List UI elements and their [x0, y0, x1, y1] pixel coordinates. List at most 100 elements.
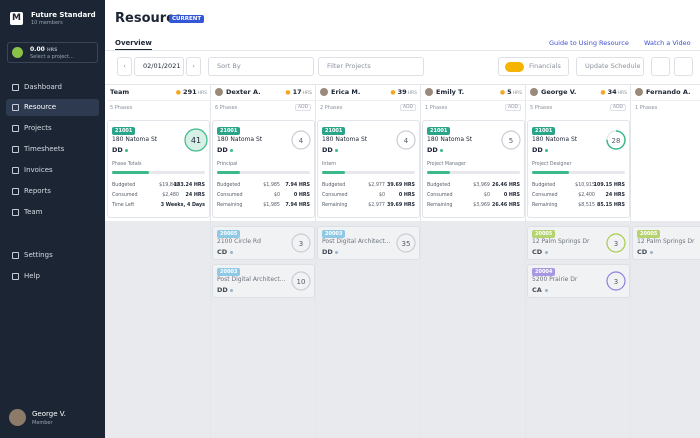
date-field[interactable]: 02/01/2021: [134, 57, 184, 76]
phase-card[interactable]: 21001 180 Natoma St DD 4 Principal Budgeted $1…: [212, 120, 315, 218]
other-card[interactable]: 20003 Post Digital Architect... DD 35: [317, 226, 420, 260]
ring-track: [606, 271, 626, 291]
nav-icon: [12, 104, 19, 111]
prev-button[interactable]: ‹: [117, 57, 132, 76]
progress-fill: [112, 171, 150, 174]
other-card[interactable]: 20005 2100 Circle Rd CD 3: [212, 226, 315, 260]
guide-link[interactable]: Guide to Using Resource: [549, 39, 629, 47]
financials-toggle[interactable]: Financials: [498, 57, 569, 76]
add-button[interactable]: ADD: [400, 104, 417, 111]
role: Project Manager: [427, 162, 466, 167]
row-hours: 0 HRS: [503, 193, 520, 198]
current-badge: CURRENT: [169, 15, 205, 23]
nav-item[interactable]: Timesheets: [6, 141, 99, 158]
toggle[interactable]: [505, 62, 524, 72]
hours-dot: ●: [285, 89, 291, 96]
ring-hours: 4: [404, 137, 409, 145]
column-name-bar: [527, 100, 630, 101]
project-name: 180 Natoma St: [427, 136, 473, 143]
video-link[interactable]: Watch a Video: [644, 39, 691, 47]
row-label: Remaining: [217, 203, 243, 208]
column-name: George V.: [541, 88, 577, 96]
project-name: 180 Natoma St: [112, 136, 158, 143]
hours-ring: 5: [501, 130, 521, 150]
column-name-bar: [422, 100, 525, 101]
ring-hours: 3: [299, 240, 303, 248]
update-schedule[interactable]: Update Schedule: [576, 57, 644, 76]
ring-hours: 4: [299, 137, 304, 145]
role: Project Designer: [532, 162, 572, 167]
column-divider: [420, 84, 421, 438]
avatar: [635, 88, 643, 96]
nav-item[interactable]: Reports: [6, 183, 99, 200]
nav-icon: [12, 188, 19, 195]
timer-box[interactable]: 0.00 HRS Select a project...: [7, 42, 98, 63]
nav-item[interactable]: Resource: [6, 99, 99, 116]
phase-card[interactable]: 21001 180 Natoma St DD 4 Intern Budgeted $2,97…: [317, 120, 420, 218]
row-label: Budgeted: [532, 183, 556, 188]
row-hours: 85.15 HRS: [596, 203, 625, 208]
play-icon[interactable]: [12, 47, 23, 58]
phase-card[interactable]: 21001 180 Natoma St DD 41 Phase Totals Budget…: [107, 120, 210, 218]
ring-progress: [606, 130, 626, 150]
phase-dot: [545, 289, 548, 292]
row-cost: $0: [378, 193, 385, 198]
phase-dot: [230, 289, 233, 292]
column-divider: [630, 84, 631, 438]
board-top-border: [105, 84, 700, 85]
phase-card[interactable]: 21001 180 Natoma St DD 28 Project Designer Bu…: [527, 120, 630, 218]
row-cost: $3,969: [473, 203, 490, 208]
row-cost: $10,915: [575, 183, 595, 188]
nav-item[interactable]: Help: [6, 268, 99, 285]
phase-card[interactable]: 21001 180 Natoma St DD 5 Project Manager Budg…: [422, 120, 525, 218]
phase-name: DD: [112, 146, 123, 154]
row-hours: 39.69 HRS: [386, 203, 415, 208]
filter-select[interactable]: Filter Projects: [318, 57, 424, 76]
ring-hours: 10: [297, 278, 306, 286]
add-button[interactable]: ADD: [610, 104, 627, 111]
timer-unit: HRS: [46, 48, 58, 53]
phase-dot: [125, 149, 128, 152]
row-cost: $19,840: [159, 183, 179, 188]
tabs-divider: [105, 50, 700, 51]
nav-item[interactable]: Projects: [6, 120, 99, 137]
other-card[interactable]: 20004 5200 Prairie Dr CA 3: [527, 264, 630, 298]
user-avatar: [9, 409, 26, 426]
other-card[interactable]: 20003 Post Digital Architect... DD 10: [212, 264, 315, 298]
project-code: 21001: [112, 127, 136, 135]
column-name: Erica M.: [331, 88, 361, 96]
row-hours: 26.46 HRS: [491, 203, 520, 208]
nav-item[interactable]: Team: [6, 204, 99, 221]
tab-overview[interactable]: Overview: [115, 39, 152, 50]
next-button[interactable]: ›: [186, 57, 201, 76]
add-button[interactable]: ADD: [505, 104, 522, 111]
nav-item[interactable]: Dashboard: [6, 79, 99, 96]
phases-count: 2 Phases: [320, 105, 343, 111]
row-hours: 24 HRS: [605, 193, 625, 198]
role: Phase Totals: [112, 162, 142, 167]
user-name: George V.: [32, 410, 66, 418]
phase-name: DD: [322, 146, 333, 154]
add-button[interactable]: ADD: [295, 104, 312, 111]
nav-item[interactable]: Invoices: [6, 162, 99, 179]
financials-label: Financials: [529, 62, 561, 70]
nav-item[interactable]: Settings: [6, 247, 99, 264]
row-label: Budgeted: [322, 183, 346, 188]
timer-project: Select a project...: [30, 54, 74, 60]
ring-track: [291, 233, 311, 253]
row-label: Budgeted: [217, 183, 241, 188]
filter-button[interactable]: [674, 57, 693, 76]
row-hours: 26.46 HRS: [491, 183, 520, 188]
column-name-bar: [632, 100, 700, 101]
sort-select[interactable]: Sort By: [208, 57, 314, 76]
row-hours: 109.15 HRS: [593, 183, 625, 188]
ring-track: [396, 130, 416, 150]
phases-count: 5 Phases: [110, 105, 133, 111]
row-cost: $2,480: [162, 193, 179, 198]
hours-ring: 3: [291, 233, 311, 253]
view-button[interactable]: [651, 57, 670, 76]
hours-unit: HRS: [302, 91, 312, 96]
row-cost: $2,977: [368, 183, 385, 188]
